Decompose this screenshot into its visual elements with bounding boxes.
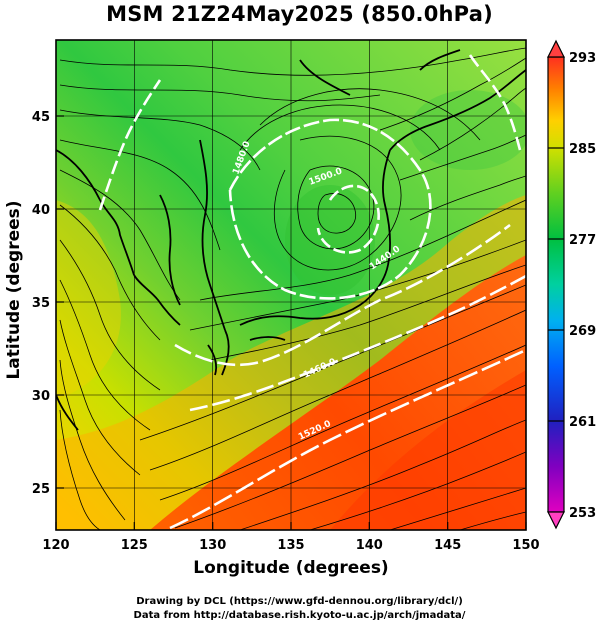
axis-ticks <box>55 115 527 530</box>
graticule <box>56 40 526 530</box>
y-tick-30: 30 <box>32 389 50 404</box>
y-tick-40: 40 <box>32 203 50 218</box>
x-tick-125: 125 <box>121 538 148 553</box>
x-axis-label: Longitude (degrees) <box>193 558 389 578</box>
x-tick-130: 130 <box>199 538 226 553</box>
x-tick-labels: 120 125 130 135 140 145 150 <box>42 538 539 553</box>
colorbar-tick-285: 285 <box>569 142 596 157</box>
x-tick-135: 135 <box>277 538 304 553</box>
y-axis-label: Latitude (degrees) <box>4 200 24 380</box>
colorbar: 293 285 277 269 261 253 <box>547 39 596 530</box>
x-tick-140: 140 <box>356 538 383 553</box>
colorbar-min-arrow <box>547 511 565 530</box>
y-tick-35: 35 <box>32 296 50 311</box>
credit-drawing: Drawing by DCL (https://www.gfd-dennou.o… <box>136 596 463 607</box>
colorbar-tick-269: 269 <box>569 324 596 339</box>
y-tick-25: 25 <box>32 482 50 497</box>
x-tick-145: 145 <box>434 538 461 553</box>
x-tick-120: 120 <box>42 538 69 553</box>
colorbar-tick-261: 261 <box>569 415 596 430</box>
y-tick-labels: 25 30 35 40 45 <box>32 110 50 497</box>
colorbar-tick-277: 277 <box>569 233 596 248</box>
credit-data: Data from http://database.rish.kyoto-u.a… <box>133 610 466 621</box>
y-tick-45: 45 <box>32 110 50 125</box>
wind-streamlines <box>59 47 526 530</box>
colorbar-tick-253: 253 <box>569 506 596 521</box>
height-contours <box>98 54 526 530</box>
colorbar-max-arrow <box>547 39 565 58</box>
chart-title: MSM 21Z24May2025 (850.0hPa) <box>106 2 493 26</box>
x-tick-150: 150 <box>512 538 539 553</box>
colorbar-tick-293: 293 <box>569 51 596 66</box>
colorbar-scale <box>547 56 565 513</box>
